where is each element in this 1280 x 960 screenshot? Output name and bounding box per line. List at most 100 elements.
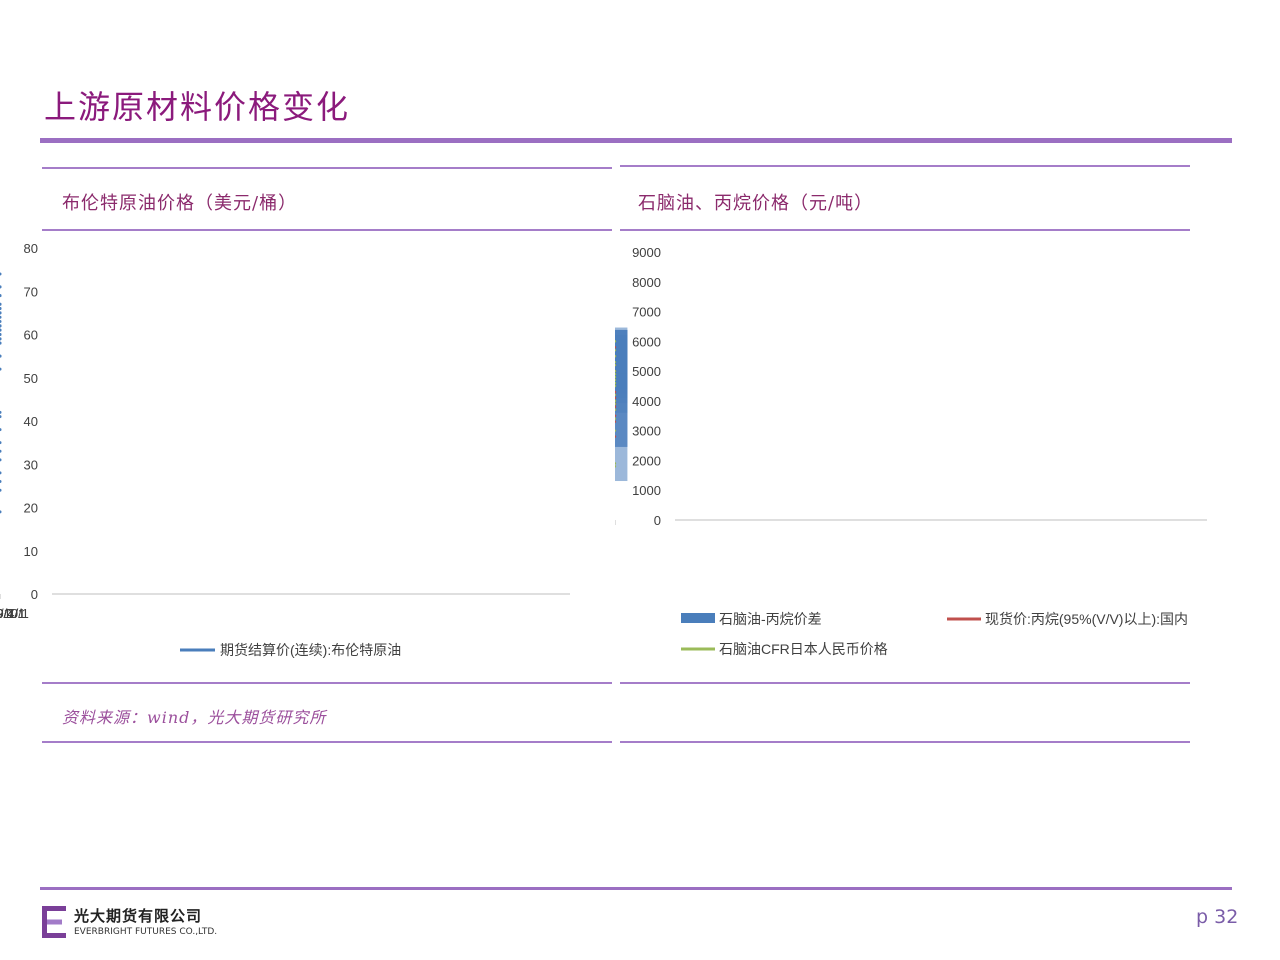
right-subtitle: 石脑油、丙烷价格（元/吨） <box>638 193 874 214</box>
brent-data-point <box>0 315 2 319</box>
legend-label-propane: 现货价:丙烷(95%(V/V)以上):国内 <box>985 611 1188 627</box>
right-footer-rule <box>620 741 1190 743</box>
naphtha-data-point <box>615 429 617 432</box>
title-divider <box>40 138 1232 143</box>
source-note: 资料来源：wind，光大期货研究所 <box>62 708 327 727</box>
y-tick-label: 60 <box>24 328 38 343</box>
naphtha-data-point <box>615 393 617 397</box>
y-left-tick-label: 5000 <box>632 364 661 379</box>
legend-label: 期货结算价(连续):布伦特原油 <box>220 642 401 658</box>
y-tick-label: 80 <box>24 241 38 256</box>
x-tick-label: 2019/4/1 <box>0 606 25 621</box>
company-name-cn: 光大期货有限公司 <box>74 907 203 925</box>
y-left-tick-label: 7000 <box>632 305 661 320</box>
propane-data-point <box>615 405 617 409</box>
propane-data-point <box>615 390 617 394</box>
propane-data-point <box>615 435 617 438</box>
brent-data-point <box>0 441 2 445</box>
brent-data-point <box>0 285 2 289</box>
x-tick-label: 2019/7/1 <box>0 606 25 621</box>
everbright-logo-icon <box>42 906 66 938</box>
spread-bar <box>615 364 628 374</box>
brent-data-point <box>0 324 2 328</box>
brent-data-point <box>0 341 2 345</box>
brent-data-point <box>0 302 2 306</box>
naphtha-data-point <box>615 384 617 388</box>
naphtha-data-point <box>615 360 617 364</box>
brent-data-point <box>0 311 2 315</box>
naphtha-data-point <box>615 465 617 468</box>
brent-data-point <box>0 471 2 475</box>
y-left-tick-label: 8000 <box>632 275 661 290</box>
naphtha-data-point <box>615 408 617 412</box>
spread-bar <box>615 373 628 389</box>
y-tick-label: 10 <box>24 544 38 559</box>
naphtha-data-point <box>615 375 617 379</box>
y-tick-label: 20 <box>24 501 38 516</box>
naphtha-data-point <box>615 417 617 420</box>
naphtha-data-point <box>615 381 617 385</box>
y-tick-label: 30 <box>24 457 38 472</box>
page-title: 上游原材料价格变化 <box>44 88 351 126</box>
propane-data-point <box>615 414 617 417</box>
brent-data-point <box>0 410 2 414</box>
naphtha-data-point <box>615 402 617 406</box>
brent-data-point <box>0 428 2 432</box>
brent-data-point <box>0 367 2 371</box>
naphtha-data-point <box>615 355 617 358</box>
x-tick-label: 2020/4/1 <box>0 606 25 621</box>
brent-data-point <box>0 320 2 324</box>
y-left-tick-label: 0 <box>654 513 661 528</box>
brent-data-point <box>0 510 2 514</box>
naphtha-propane-chart: 0100020003000400050006000700080009000-30… <box>615 245 1207 657</box>
naphtha-data-point <box>615 378 617 382</box>
left-bottom-rule <box>42 682 612 684</box>
y-tick-label: 0 <box>31 587 38 602</box>
y-left-tick-label: 6000 <box>632 334 661 349</box>
company-name-en: EVERBRIGHT FUTURES CO.,LTD. <box>74 927 218 937</box>
naphtha-data-point <box>615 349 617 352</box>
brent-price-chart: 0 10 20 30 40 50 60 70 80 2019/1/12019/4/12019/7/… <box>0 241 570 658</box>
left-top-rule <box>42 167 612 169</box>
y-left-tick-label: 9000 <box>632 245 661 260</box>
brent-data-point <box>0 458 2 462</box>
legend-swatch-spread <box>681 613 715 623</box>
x-tick-label: 2019/1/1 <box>0 606 25 621</box>
brent-data-point <box>0 333 2 336</box>
x-tick-label: 2020/1/1 <box>0 606 25 621</box>
page-number: p 32 <box>1196 906 1239 928</box>
naphtha-data-point <box>615 399 617 403</box>
right-top-rule <box>620 165 1190 167</box>
propane-data-point <box>615 396 617 400</box>
brent-data-point <box>0 328 2 332</box>
y-left-tick-label: 1000 <box>632 483 661 498</box>
brent-data-point <box>0 272 2 276</box>
right-bottom-rule <box>620 682 1190 684</box>
brent-data-point <box>0 307 2 311</box>
right-sub-rule <box>620 229 1190 231</box>
y-left-tick-label: 2000 <box>632 453 661 468</box>
x-tick-label: 2019/10/1 <box>0 606 29 621</box>
brent-data-point <box>0 294 2 298</box>
y-tick-label: 70 <box>24 284 38 299</box>
brent-data-point <box>0 449 2 453</box>
brent-data-point <box>0 354 2 358</box>
brent-data-point <box>0 415 2 419</box>
y-tick-label: 50 <box>24 371 38 386</box>
propane-data-point <box>615 346 617 349</box>
naphtha-data-point <box>615 369 617 373</box>
brent-data-point <box>0 488 2 492</box>
propane-data-point <box>615 420 617 423</box>
naphtha-data-point <box>615 462 617 465</box>
left-footer-rule <box>42 741 612 743</box>
legend-label-naphtha: 石脑油CFR日本人民币价格 <box>719 641 888 657</box>
left-subtitle: 布伦特原油价格（美元/桶） <box>62 193 298 214</box>
legend-label-spread: 石脑油-丙烷价差 <box>719 611 822 627</box>
y-left-tick-label: 3000 <box>632 424 661 439</box>
naphtha-data-point <box>615 363 617 367</box>
spread-bar <box>615 373 628 447</box>
left-sub-rule <box>42 229 612 231</box>
brent-data-point <box>0 337 2 341</box>
footer-divider <box>40 887 1232 890</box>
y-tick-label: 40 <box>24 414 38 429</box>
